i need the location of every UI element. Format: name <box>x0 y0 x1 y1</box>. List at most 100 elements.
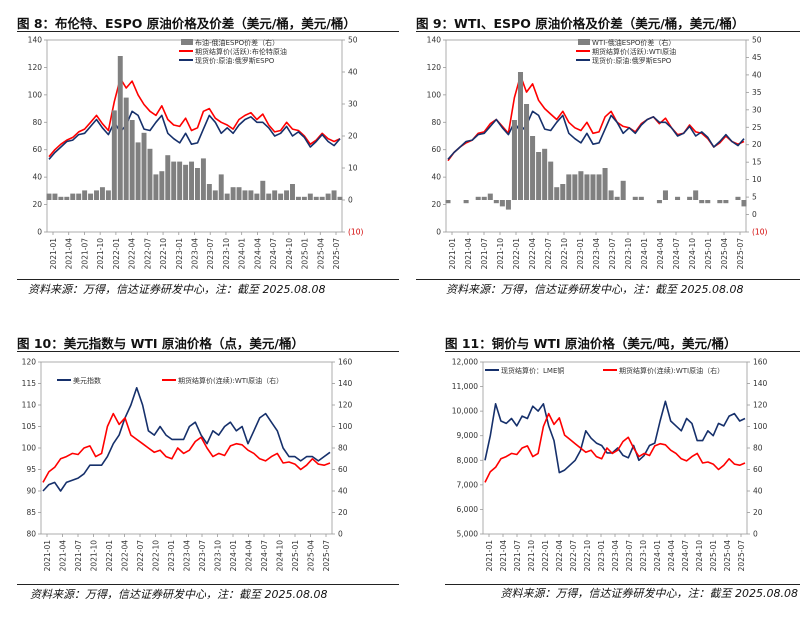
y-left-tick-label: 20 <box>32 200 42 209</box>
spread-bar <box>548 161 554 200</box>
x-tick-label: 2022-07 <box>569 540 578 572</box>
spread-bar <box>284 190 290 200</box>
chart-title: 图 11：铜价与 WTI 原油价格（美元/吨，美元/桶） <box>445 336 737 351</box>
x-tick-label: 2023-07 <box>206 238 215 270</box>
x-tick-label: 2023-01 <box>175 238 184 270</box>
x-tick-label: 2022-04 <box>128 238 137 270</box>
y-right-tick-label: 60 <box>753 465 763 474</box>
spread-bar <box>218 174 224 200</box>
y-left-tick-label: 80 <box>26 530 36 539</box>
spread-bar <box>596 174 602 200</box>
x-tick-label: 2025-04 <box>307 540 316 572</box>
x-tick-label: 2024-04 <box>253 238 262 270</box>
source-rule <box>416 279 800 280</box>
y-right-tick-label: 40 <box>753 487 763 496</box>
spread-bar <box>699 200 705 204</box>
x-tick-label: 2021-01 <box>49 238 58 270</box>
spread-bar <box>445 200 451 204</box>
x-tick-label: 2023-10 <box>222 238 231 270</box>
spread-bar <box>560 184 566 200</box>
y-left-tick-label: 120 <box>427 63 442 72</box>
y-left-tick-label: 80 <box>32 118 42 127</box>
y-right-tick-label: (10) <box>348 228 363 237</box>
series-line-1 <box>48 110 341 160</box>
y-right-tick-label: 100 <box>338 422 353 431</box>
source-rule <box>445 584 800 585</box>
spread-bar <box>325 193 331 200</box>
y-left-tick-label: 110 <box>22 401 37 410</box>
x-tick-label: 2023-07 <box>608 238 617 270</box>
y-left-tick-label: 100 <box>427 90 442 99</box>
x-tick-label: 2025-04 <box>316 238 325 270</box>
spread-bar <box>123 97 129 200</box>
source-rule <box>17 584 399 585</box>
series-line-1 <box>42 412 331 483</box>
spread-bar <box>295 196 301 200</box>
y-left-tick-label: 95 <box>26 465 36 474</box>
spread-bar <box>511 120 517 200</box>
spread-bar <box>566 174 572 200</box>
spread-bar <box>337 196 343 200</box>
x-tick-label: 2021-01 <box>485 540 494 572</box>
x-tick-label: 2023-01 <box>576 238 585 270</box>
spread-bar <box>70 193 76 200</box>
y-right-tick-label: 15 <box>752 158 762 167</box>
y-right-tick-label: 0 <box>752 210 757 219</box>
x-tick-label: 2024-01 <box>238 238 247 270</box>
spread-bar <box>481 196 487 200</box>
y-right-tick-label: 40 <box>348 68 358 77</box>
x-tick-label: 2024-04 <box>656 238 665 270</box>
series-line-0 <box>48 77 341 158</box>
spread-bar <box>572 174 578 200</box>
x-tick-label: 2024-01 <box>229 540 238 572</box>
y-left-tick-label: 100 <box>28 90 43 99</box>
y-right-tick-label: 10 <box>348 164 358 173</box>
legend-label: 期货结算价(活跃):布伦特原油 <box>195 47 287 56</box>
x-tick-label: 2021-10 <box>496 238 505 270</box>
spread-bar <box>58 196 64 200</box>
spread-bar <box>331 190 337 200</box>
x-tick-label: 2021-04 <box>464 238 473 270</box>
spread-bar <box>260 180 266 200</box>
spread-bar <box>313 196 319 200</box>
x-tick-label: 2022-10 <box>560 238 569 270</box>
legend-swatch <box>578 39 590 45</box>
y-left-tick-label: 140 <box>427 36 442 45</box>
y-left-tick-label: 6,000 <box>457 505 479 514</box>
chart-title: 图 8：布伦特、ESPO 原油价格及价差（美元/桶，美元/桶） <box>17 16 356 31</box>
x-tick-label: 2021-07 <box>80 238 89 270</box>
y-right-tick-label: 50 <box>348 36 358 45</box>
spread-bar <box>230 187 236 200</box>
y-left-tick-label: 20 <box>431 200 441 209</box>
spread-bar <box>614 196 620 200</box>
x-tick-label: 2021-04 <box>65 238 74 270</box>
x-tick-label: 2023-10 <box>624 238 633 270</box>
spread-bar <box>129 120 135 200</box>
spread-bar <box>212 190 218 200</box>
x-tick-label: 2022-04 <box>528 238 537 270</box>
spread-bar <box>236 187 242 200</box>
y-right-tick-label: 0 <box>753 530 758 539</box>
x-tick-label: 2025-01 <box>291 540 300 572</box>
spread-bar <box>52 193 58 200</box>
legend-label: 现货价:原油:俄罗斯ESPO <box>195 56 275 65</box>
spread-bar <box>487 193 493 200</box>
spread-bar <box>254 193 260 200</box>
spread-bar <box>608 190 614 200</box>
y-right-tick-label: (10) <box>752 228 767 237</box>
x-tick-label: 2025-01 <box>301 238 310 270</box>
y-right-tick-label: 0 <box>338 530 343 539</box>
series-line-1 <box>447 110 745 160</box>
spread-bar <box>99 187 105 200</box>
y-left-tick-label: 8,000 <box>457 456 479 465</box>
y-right-tick-label: 80 <box>338 444 348 453</box>
x-tick-label: 2021-10 <box>96 238 105 270</box>
spread-bar <box>159 171 165 200</box>
spread-bar <box>278 193 284 200</box>
spread-bar <box>177 161 183 200</box>
y-right-tick-label: 45 <box>752 53 762 62</box>
spread-bar <box>46 193 52 200</box>
y-left-tick-label: 90 <box>26 487 36 496</box>
x-tick-label: 2021-04 <box>499 540 508 572</box>
x-tick-label: 2022-07 <box>544 238 553 270</box>
